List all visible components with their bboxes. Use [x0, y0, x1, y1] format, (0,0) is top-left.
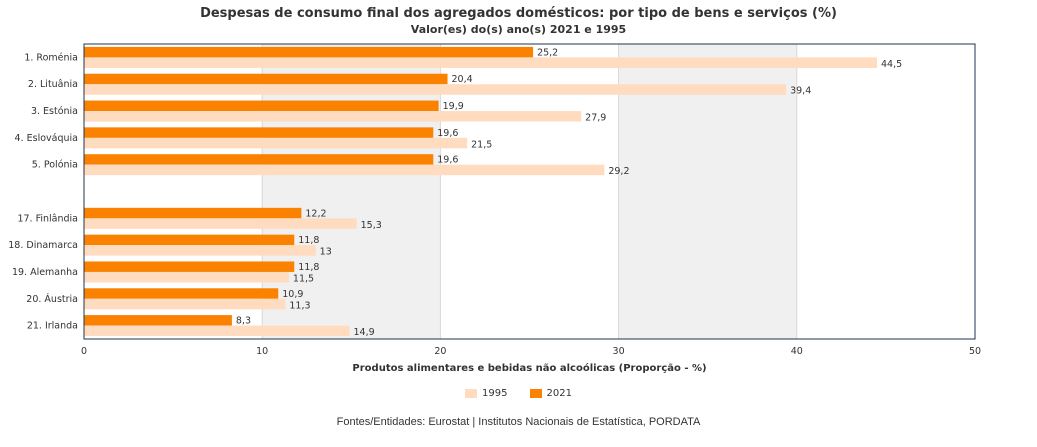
category-label: 19. Alemanha: [12, 267, 78, 278]
data-label-1995: 44,5: [881, 59, 902, 70]
bar-1995: [84, 111, 582, 122]
chart-subtitle: Valor(es) do(s) ano(s) 2021 e 1995: [410, 23, 627, 36]
bar-2021: [84, 100, 439, 112]
bar-chart: 1. Roménia 25,2 44,5 2. Lituânia 20,4 39,4 3. …: [8, 43, 981, 374]
bar-1995: [84, 271, 289, 283]
bar-1995: [84, 137, 468, 149]
category-label: 18. Dinamarca: [8, 240, 78, 251]
bar-2021: [84, 73, 448, 85]
legend-item-2021[interactable]: 2021: [529, 388, 572, 399]
data-label-2021: 19,9: [443, 101, 464, 112]
bar-2021: [84, 288, 279, 299]
data-label-1995: 14,9: [354, 327, 375, 338]
category-label: 3. Estónia: [31, 106, 78, 117]
legend-label-2021: 2021: [546, 388, 572, 399]
data-label-2021: 10,9: [282, 289, 303, 300]
data-label-1995: 27,9: [585, 113, 606, 124]
data-label-1995: 39,4: [790, 86, 811, 97]
bar-2021: [84, 315, 232, 326]
x-axis-title: Produtos alimentares e bebidas não alcoó…: [352, 362, 706, 374]
data-label-2021: 19,6: [437, 155, 458, 166]
data-label-1995: 11,3: [289, 300, 310, 311]
x-tick-label: 40: [791, 346, 803, 357]
category-label: 2. Lituânia: [28, 79, 78, 90]
legend-label-1995: 1995: [482, 388, 508, 399]
data-label-1995: 15,3: [361, 220, 382, 231]
bar-1995: [84, 218, 357, 229]
data-label-1995: 21,5: [471, 139, 492, 150]
data-label-2021: 12,2: [305, 208, 326, 219]
bar-1995: [84, 325, 350, 337]
data-label-2021: 11,8: [298, 262, 319, 273]
category-label: 21. Irlanda: [27, 321, 78, 332]
data-label-1995: 11,5: [293, 273, 314, 284]
x-tick-label: 10: [256, 346, 268, 357]
data-label-2021: 19,6: [437, 128, 458, 139]
category-label: 5. Polónia: [32, 160, 78, 171]
bar-2021: [84, 46, 534, 58]
legend: 1995 2021: [0, 388, 1037, 399]
category-label: 4. Eslováquia: [15, 133, 78, 144]
data-label-2021: 25,2: [537, 47, 558, 58]
data-label-2021: 8,3: [236, 316, 251, 327]
legend-swatch-1995: [465, 389, 478, 398]
bar-1995: [84, 84, 787, 95]
data-label-1995: 29,2: [608, 166, 629, 177]
bar-2021: [84, 207, 302, 219]
bar-1995: [84, 164, 605, 176]
x-tick-label: 50: [969, 346, 981, 357]
bar-2021: [84, 127, 434, 138]
bar-1995: [84, 245, 316, 256]
bar-1995: [84, 298, 286, 310]
x-tick-label: 20: [434, 346, 446, 357]
x-tick-label: 0: [81, 346, 87, 357]
plot-border: [83, 43, 976, 340]
legend-swatch-2021: [529, 389, 542, 398]
chart-title: Despesas de consumo final dos agregados …: [200, 6, 837, 21]
bar-1995: [84, 57, 877, 68]
category-label: 20. Áustria: [26, 293, 78, 305]
bar-2021: [84, 234, 295, 246]
bar-2021: [84, 154, 434, 165]
legend-item-1995[interactable]: 1995: [465, 388, 508, 399]
data-label-2021: 20,4: [452, 74, 473, 85]
source-note: Fontes/Entidades: Eurostat | Institutos …: [336, 416, 701, 428]
x-tick-label: 30: [613, 346, 625, 357]
data-label-2021: 11,8: [298, 235, 319, 246]
bar-2021: [84, 261, 295, 272]
data-label-1995: 13: [320, 247, 332, 258]
category-label: 1. Roménia: [24, 52, 78, 63]
category-label: 17. Finlândia: [17, 213, 78, 224]
